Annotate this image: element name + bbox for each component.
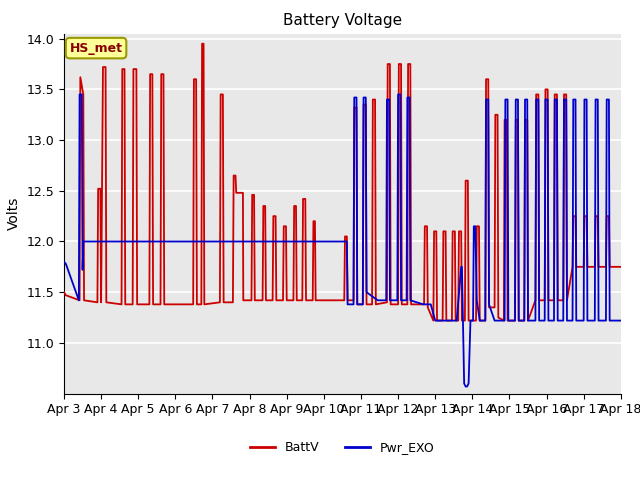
BattV [220, 300, 227, 305]
Pwr_EXO [462, 384, 470, 389]
BattV [617, 264, 625, 270]
Pwr_EXO [349, 301, 357, 307]
Pwr_EXO [617, 318, 625, 324]
Text: HS_met: HS_met [70, 42, 123, 55]
Pwr_EXO [343, 239, 351, 244]
Legend: BattV, Pwr_EXO: BattV, Pwr_EXO [245, 436, 440, 459]
BattV [465, 318, 472, 324]
Pwr_EXO [504, 318, 512, 324]
Pwr_EXO [76, 92, 83, 97]
Title: Battery Voltage: Battery Voltage [283, 13, 402, 28]
BattV [429, 318, 437, 324]
BattV [343, 234, 351, 240]
BattV [229, 300, 237, 305]
Line: BattV: BattV [64, 44, 621, 321]
BattV [198, 41, 206, 47]
Pwr_EXO [60, 259, 68, 264]
Y-axis label: Volts: Volts [7, 197, 21, 230]
Pwr_EXO [481, 318, 489, 324]
Pwr_EXO [524, 96, 531, 102]
BattV [534, 92, 542, 97]
Line: Pwr_EXO: Pwr_EXO [64, 95, 621, 386]
BattV [189, 301, 197, 307]
Pwr_EXO [554, 318, 561, 324]
BattV [60, 289, 68, 295]
